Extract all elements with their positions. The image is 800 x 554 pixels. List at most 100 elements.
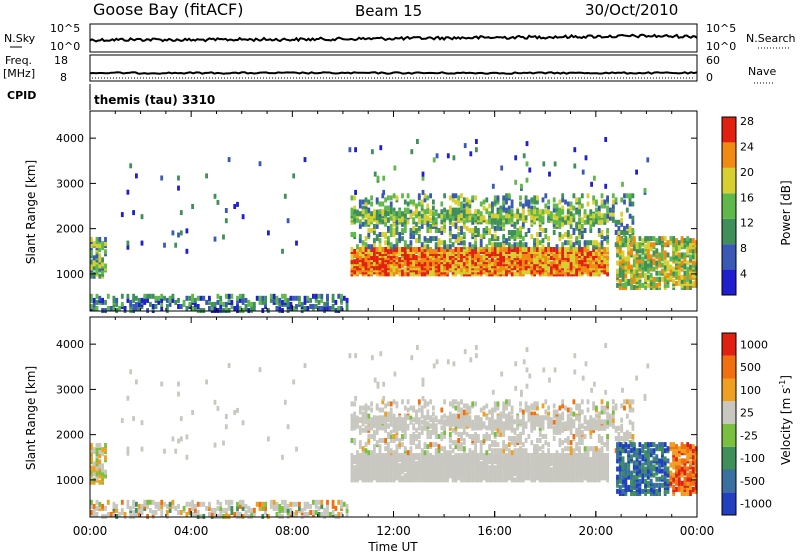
velocity-echo xyxy=(432,405,435,411)
velocity-echo xyxy=(454,444,458,450)
velocity-echo xyxy=(575,442,579,448)
power-echo xyxy=(580,193,584,199)
power-echo xyxy=(595,240,598,246)
power-echo xyxy=(460,213,463,219)
velocity-echo xyxy=(205,505,208,511)
velocity-echo xyxy=(219,510,223,515)
velocity-echo xyxy=(569,453,573,458)
power-echo xyxy=(345,306,349,311)
velocity-echo xyxy=(194,512,197,517)
power-echo xyxy=(644,236,647,242)
power-echo xyxy=(409,228,413,233)
power-echo xyxy=(507,242,511,248)
colorbar-segment xyxy=(722,218,736,245)
power-echo xyxy=(191,293,194,299)
power-echo xyxy=(409,234,413,240)
power-echo xyxy=(412,253,416,259)
power-echo xyxy=(375,213,379,219)
velocity-echo xyxy=(457,407,461,413)
power-echo xyxy=(592,195,595,201)
power-echo xyxy=(561,247,565,252)
power-echo xyxy=(675,238,678,244)
velocity-echo xyxy=(185,512,189,517)
power-echo xyxy=(502,215,506,221)
power-echo xyxy=(452,155,456,161)
power-echo xyxy=(572,228,576,233)
power-echo xyxy=(488,228,491,233)
power-echo xyxy=(109,306,113,311)
power-echo xyxy=(623,199,626,205)
power-echo xyxy=(627,256,631,262)
power-echo xyxy=(457,201,461,207)
power-echo xyxy=(378,201,382,207)
power-echo xyxy=(652,250,656,256)
velocity-echo xyxy=(92,512,96,517)
velocity-echo xyxy=(98,463,102,469)
velocity-echo xyxy=(98,501,102,507)
power-echo xyxy=(547,247,550,252)
power-echo xyxy=(340,297,343,303)
velocity-echo xyxy=(507,442,511,448)
velocity-echo xyxy=(409,446,413,452)
power-echo xyxy=(421,171,425,177)
power-echo xyxy=(410,149,414,155)
power-echo xyxy=(510,247,514,252)
power-echo xyxy=(566,230,570,235)
power-echo xyxy=(649,258,653,264)
velocity-echo xyxy=(496,448,500,454)
velocity-echo xyxy=(454,440,458,446)
velocity-echo xyxy=(536,453,539,458)
velocity-echo xyxy=(530,403,534,409)
velocity-echo xyxy=(213,512,217,517)
power-echo xyxy=(398,271,402,277)
power-echo xyxy=(90,293,93,299)
power-echo xyxy=(451,249,455,254)
velocity-echo xyxy=(527,475,531,481)
power-echo xyxy=(90,259,93,265)
velocity-echo xyxy=(443,429,446,435)
power-echo xyxy=(160,306,164,311)
velocity-echo xyxy=(104,505,107,511)
power-echo xyxy=(471,228,475,233)
noise-left-label: N.Sky xyxy=(4,32,36,45)
power-echo xyxy=(575,236,579,242)
velocity-echo xyxy=(493,448,497,454)
power-echo xyxy=(446,244,449,250)
velocity-echo xyxy=(434,442,438,448)
velocity-echo xyxy=(367,405,371,411)
power-echo xyxy=(595,219,598,225)
power-echo xyxy=(387,244,390,250)
velocity-echo xyxy=(564,446,567,452)
power-echo xyxy=(320,297,324,303)
power-echo xyxy=(129,299,133,305)
velocity-echo xyxy=(443,399,446,405)
power-echo xyxy=(655,238,659,244)
velocity-echo xyxy=(375,429,379,435)
power-echo xyxy=(616,260,619,266)
velocity-echo xyxy=(552,409,556,415)
power-echo xyxy=(286,218,290,224)
velocity-echo xyxy=(448,401,452,407)
power-echo xyxy=(224,306,228,311)
power-echo xyxy=(638,248,642,254)
velocity-echo xyxy=(312,499,315,505)
velocity-echo xyxy=(367,450,371,456)
power-echo xyxy=(244,297,248,303)
power-echo xyxy=(561,242,565,248)
power-echo xyxy=(387,247,390,252)
velocity-echo xyxy=(521,409,525,415)
power-echo xyxy=(675,280,678,286)
power-echo xyxy=(530,215,534,221)
velocity-echo xyxy=(409,405,413,411)
power-echo xyxy=(600,247,604,252)
power-echo xyxy=(661,276,664,282)
power-echo xyxy=(90,297,93,303)
power-echo xyxy=(597,205,601,211)
power-echo xyxy=(510,244,514,250)
power-echo xyxy=(471,244,475,250)
power-echo xyxy=(580,223,584,229)
power-echo xyxy=(423,213,427,219)
velocity-echo xyxy=(224,512,228,517)
power-echo xyxy=(417,247,421,252)
power-echo xyxy=(606,209,609,215)
